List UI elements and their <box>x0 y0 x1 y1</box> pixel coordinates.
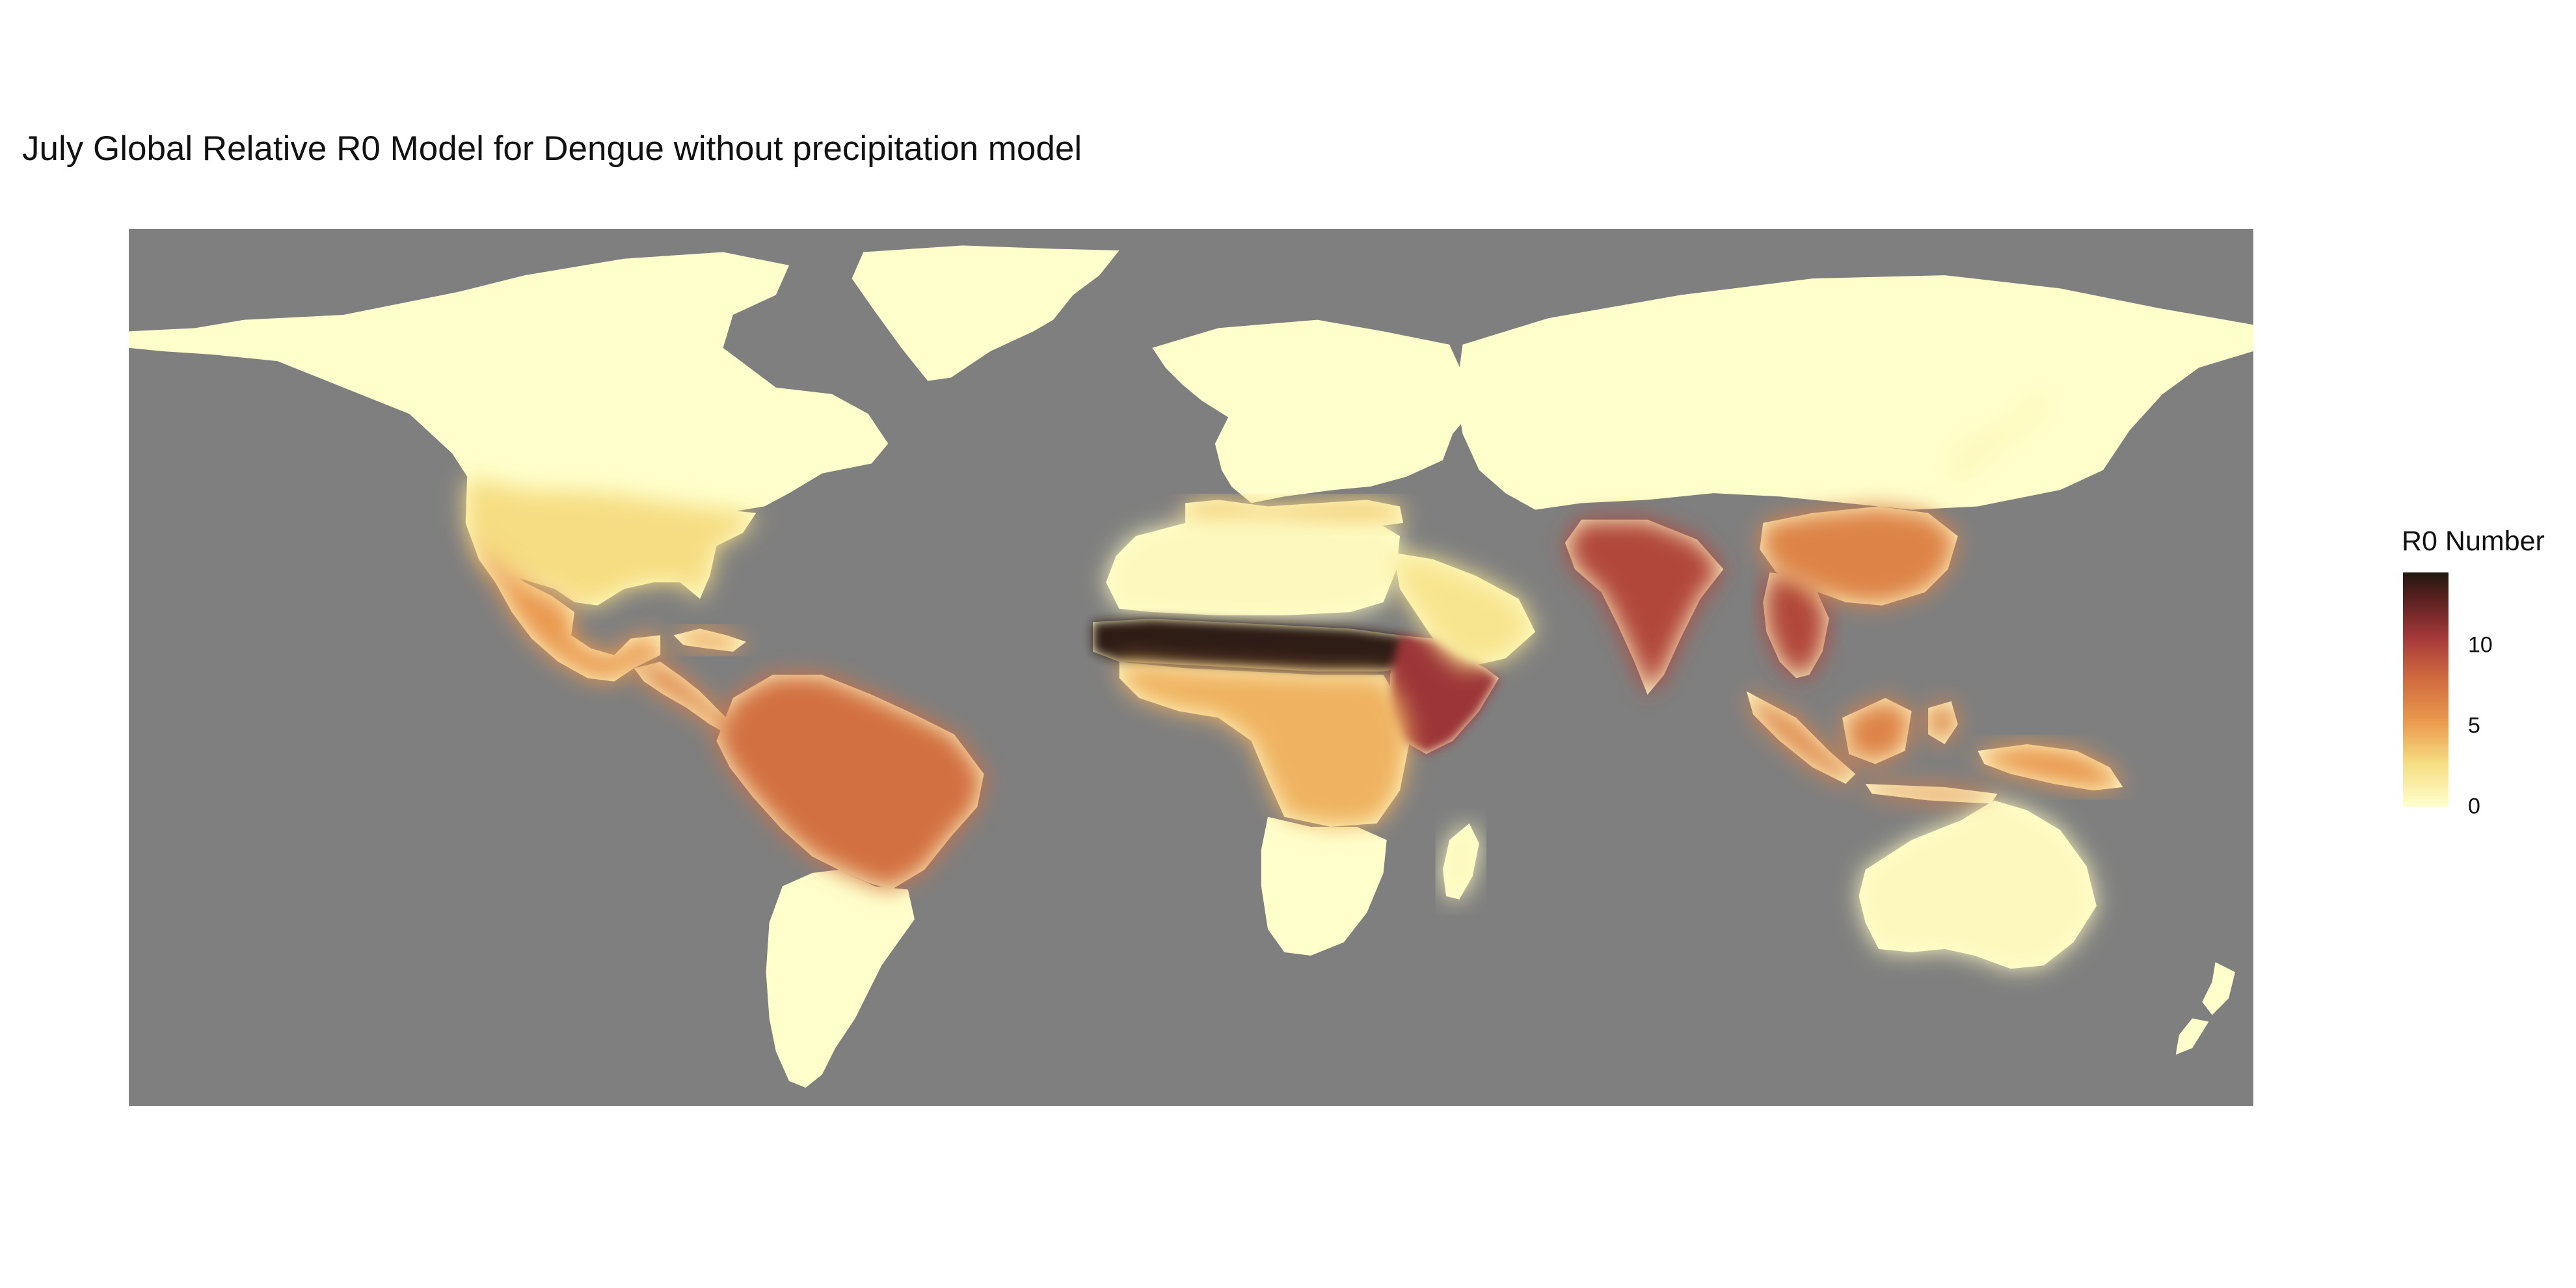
world-map-panel <box>129 229 2253 1106</box>
r0-region-madagascar <box>1442 823 1479 900</box>
legend-tick-label: 5 <box>2468 713 2480 738</box>
r0-region-caribbean <box>673 628 747 652</box>
land-southern-south-america <box>766 869 915 1088</box>
r0-region-mexico <box>465 522 661 682</box>
r0-region-eastern-united-states <box>465 476 757 606</box>
land-layer <box>129 245 2253 1088</box>
world-map <box>129 245 2253 1088</box>
land-canada-and-alaska <box>129 252 889 513</box>
r0-region-indonesia <box>1746 691 1998 804</box>
r0-region-central-america <box>634 662 744 738</box>
r0-region-arabian-peninsula <box>1393 552 1536 669</box>
land-new-zealand <box>2175 962 2236 1055</box>
legend-tick-label: 0 <box>2468 794 2480 819</box>
legend: R0 Number 10 5 0 <box>2402 526 2564 819</box>
r0-region-australia <box>1858 800 2097 969</box>
legend-tick-mark <box>2449 806 2456 808</box>
r0-region-new-guinea <box>1978 744 2123 791</box>
legend-tick-label: 10 <box>2468 632 2493 658</box>
land-europe <box>1152 319 1473 503</box>
legend-tick-mark <box>2449 644 2456 647</box>
legend-colorbar <box>2403 572 2449 807</box>
r0-region-india <box>1564 519 1724 695</box>
map-title: July Global Relative R0 Model for Dengue… <box>22 129 1082 168</box>
land-greenland <box>852 245 1120 381</box>
r0-region-northern-south-america-amazon <box>716 675 984 890</box>
r0-region-sahara <box>1106 519 1401 616</box>
r0-region-southeast-asia <box>1763 572 1829 678</box>
legend-title: R0 Number <box>2402 526 2545 557</box>
r0-region-central-africa <box>1119 662 1410 827</box>
r0-region-sahel-belt <box>1093 619 1423 672</box>
r0-region-japan <box>1944 387 2047 483</box>
legend-tick-mark <box>2449 725 2456 727</box>
land-russia-and-central-asia <box>1456 275 2253 510</box>
r0-heat-layer <box>465 387 2123 969</box>
land-southern-africa <box>1261 816 1387 956</box>
r0-region-eastern-china <box>1760 506 1958 606</box>
